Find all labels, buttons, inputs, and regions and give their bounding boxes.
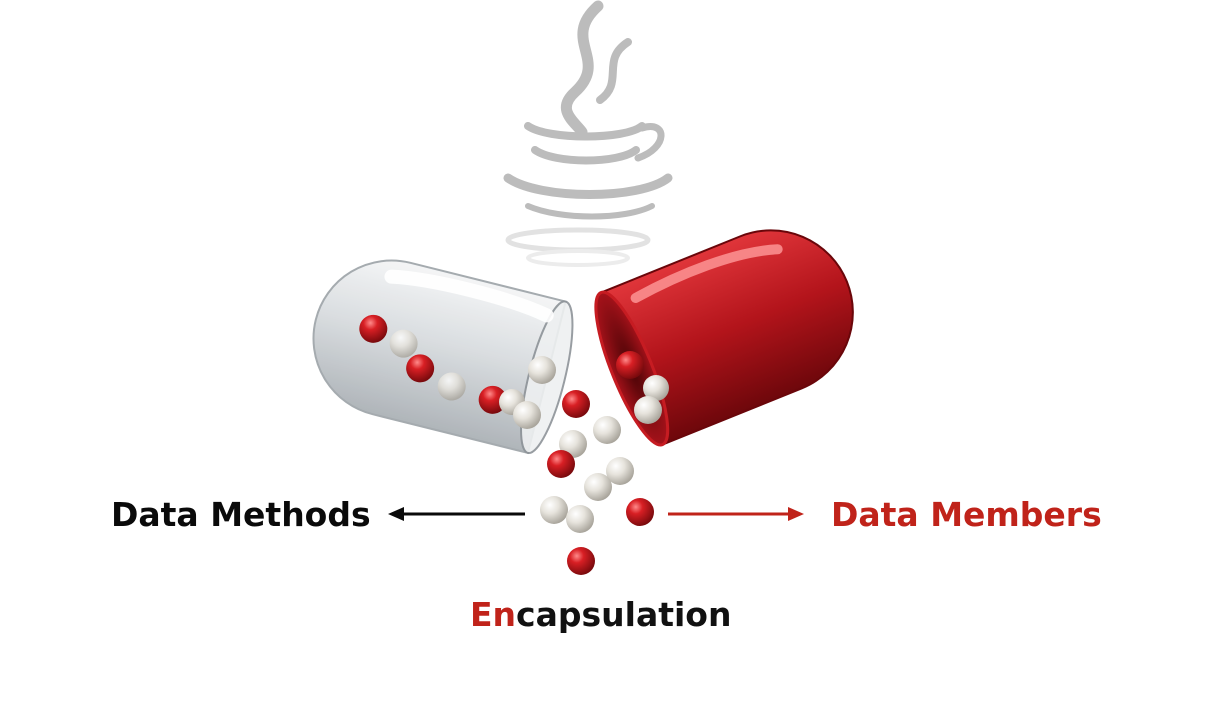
bead-white [566,505,594,533]
bead-white [437,372,466,401]
red-capsule-half [594,229,854,447]
bead-white [643,375,669,401]
bead-red [616,351,644,379]
logo-reflection-2 [526,249,630,267]
arrow-right-icon [668,507,804,521]
cup-band-2 [531,146,640,165]
bead-red [626,498,654,526]
encapsulation-label: Encapsulation [470,598,731,631]
bead-white [389,329,418,358]
bead-red [478,385,507,414]
bead-white [513,401,541,429]
bead-red [406,354,435,383]
bead-red [359,314,388,343]
bead-red [567,547,595,575]
beads [499,351,669,575]
bead-red [562,390,590,418]
steam-large-icon [561,0,604,138]
arrow-left-icon [388,507,525,521]
data-methods-label: Data Methods [111,495,371,534]
bead-white [634,396,662,424]
steam-small-icon [596,38,632,104]
data-members-label: Data Members [831,495,1102,534]
clear-capsule-half [312,259,574,455]
cup-handle [634,123,665,162]
java-logo-icon [503,0,673,267]
red-capsule-highlight [630,244,783,304]
bead-white [584,473,612,501]
bead-red [547,450,575,478]
bead-white [540,496,568,524]
encapsulation-rest: capsulation [516,595,732,634]
logo-reflection [505,227,651,253]
bead-white [606,457,634,485]
saucer-line-1 [503,173,673,199]
saucer-line-2 [525,203,655,220]
encapsulation-accent: En [470,595,517,634]
cup-band-1 [524,122,646,141]
bead-white [593,416,621,444]
bead-white [528,356,556,384]
clear-capsule-highlight [384,269,554,323]
